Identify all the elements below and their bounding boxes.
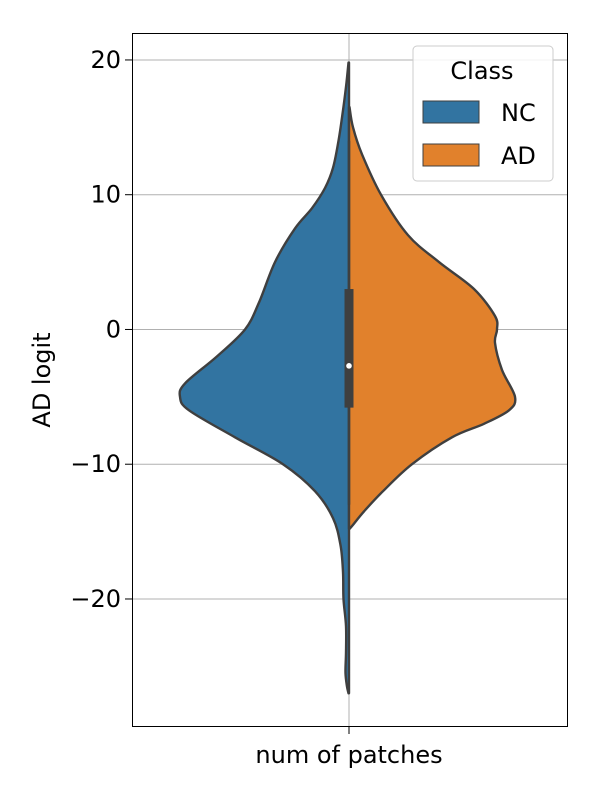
- plot-frame: [132, 33, 568, 727]
- y-tick-label: −10: [70, 450, 121, 478]
- violin-nc: [178, 61, 351, 695]
- violin-ad: [347, 105, 517, 531]
- y-tick-label: 0: [106, 315, 121, 343]
- box-iqr: [344, 289, 354, 408]
- legend: Class NC AD: [412, 45, 554, 182]
- y-tick-label: −20: [70, 585, 121, 613]
- x-tick-label: num of patches: [255, 741, 442, 769]
- legend-swatch-nc: [422, 100, 480, 124]
- box-median: [346, 363, 352, 369]
- inner-box: [344, 140, 354, 505]
- legend-title: Class: [450, 57, 513, 85]
- y-axis-label: AD logit: [28, 332, 56, 427]
- y-axis-ticks: 20 10 0 −10 −20: [70, 46, 132, 613]
- legend-label-nc: NC: [501, 99, 536, 127]
- legend-label-ad: AD: [501, 142, 536, 170]
- violins: [178, 61, 517, 695]
- legend-swatch-ad: [422, 143, 480, 167]
- y-tick-label: 20: [90, 46, 121, 74]
- y-tick-label: 10: [90, 181, 121, 209]
